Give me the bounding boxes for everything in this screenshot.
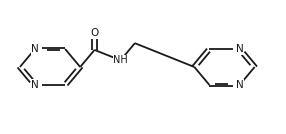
Text: N: N: [31, 80, 39, 90]
Text: NH: NH: [113, 55, 128, 65]
Text: N: N: [236, 44, 243, 54]
Text: N: N: [31, 44, 39, 54]
Text: O: O: [90, 28, 99, 38]
Text: N: N: [236, 80, 243, 90]
